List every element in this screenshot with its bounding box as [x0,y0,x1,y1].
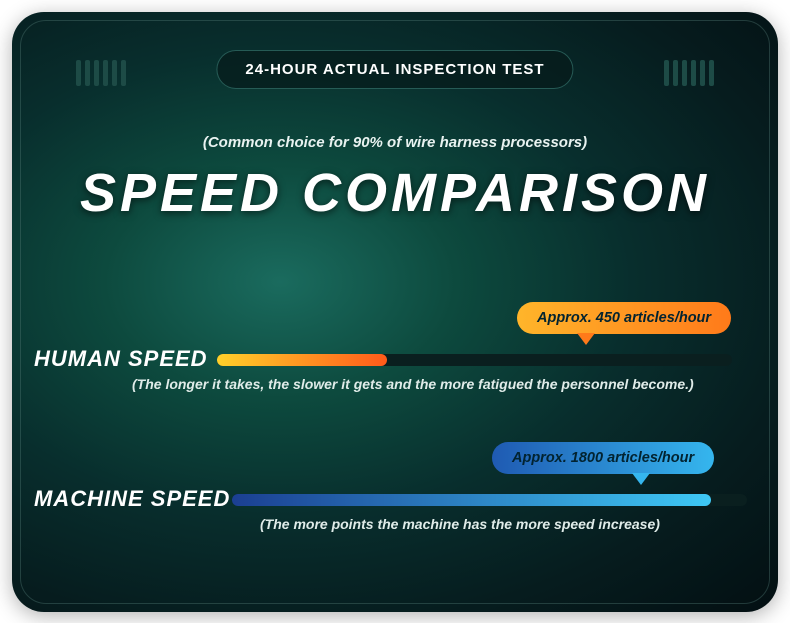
human-speed-label: HUMAN SPEED [34,346,208,372]
machine-speed-track [232,494,747,506]
human-speed-track [217,354,732,366]
machine-speed-fill [232,494,711,506]
speaker-grille-right [664,60,714,86]
bubble-pointer-icon [632,473,650,485]
machine-speed-label: MACHINE SPEED [34,486,230,512]
main-title: SPEED COMPARISON [12,162,778,224]
human-speed-bubble: Approx. 450 articles/hour [517,302,731,345]
machine-speed-bubble: Approx. 1800 articles/hour [492,442,714,485]
comparison-card: 24-HOUR ACTUAL INSPECTION TEST (Common c… [12,12,778,612]
human-speed-bubble-text: Approx. 450 articles/hour [517,302,731,334]
human-speed-note: (The longer it takes, the slower it gets… [132,376,694,392]
machine-speed-note: (The more points the machine has the mor… [260,516,660,532]
human-speed-fill [217,354,387,366]
speaker-grille-left [76,60,126,86]
header-badge: 24-HOUR ACTUAL INSPECTION TEST [216,50,573,89]
machine-speed-bubble-text: Approx. 1800 articles/hour [492,442,714,474]
bubble-pointer-icon [577,333,595,345]
subtitle-text: (Common choice for 90% of wire harness p… [12,134,778,151]
